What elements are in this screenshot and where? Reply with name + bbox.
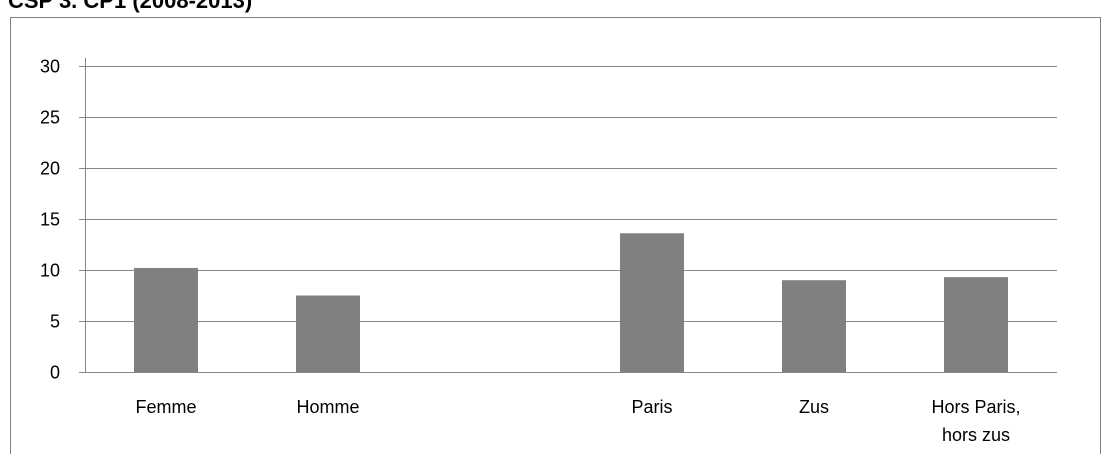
bars	[134, 233, 1008, 372]
x-category-label: Homme	[296, 397, 359, 417]
y-tick-labels: 0 5 10 15 20 25 30	[40, 57, 60, 383]
y-tick-label: 10	[40, 261, 60, 281]
x-category-label: Zus	[799, 397, 829, 417]
bar-paris	[620, 233, 684, 372]
chart-title: CSP 3. CP1 (2008-2013)	[8, 0, 253, 13]
y-tick-label: 20	[40, 159, 60, 179]
gridlines	[85, 66, 1057, 322]
bar-hors-paris-hors-zus	[944, 277, 1008, 372]
chart-frame	[10, 17, 1101, 454]
y-tick-label: 30	[40, 57, 60, 77]
y-tick-label: 25	[40, 108, 60, 128]
bar-femme	[134, 267, 198, 372]
y-tick-label: 5	[50, 312, 60, 332]
axes	[79, 58, 1057, 373]
x-category-label: Hors Paris,	[931, 397, 1020, 417]
bar-homme	[296, 295, 360, 372]
x-category-label: Femme	[135, 397, 196, 417]
y-tick-label: 15	[40, 210, 60, 230]
x-category-label: Paris	[631, 397, 672, 417]
y-tick-label: 0	[50, 363, 60, 383]
bar-zus	[782, 280, 846, 372]
x-category-labels: Femme Homme Paris Zus Hors Paris, hors zus	[135, 397, 1020, 445]
x-category-label: hors zus	[942, 425, 1010, 445]
